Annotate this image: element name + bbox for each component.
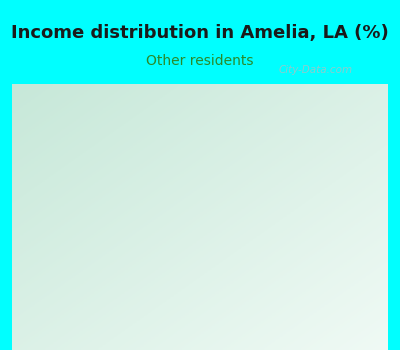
Text: $60k: $60k	[302, 117, 333, 127]
Wedge shape	[99, 220, 200, 298]
Text: $150k: $150k	[340, 246, 378, 256]
Text: City-Data.com: City-Data.com	[279, 65, 353, 75]
Wedge shape	[200, 220, 301, 264]
Bar	[12, 84, 388, 350]
Wedge shape	[175, 220, 291, 321]
Text: $10k: $10k	[263, 341, 294, 350]
Wedge shape	[200, 120, 301, 220]
Text: $40k: $40k	[102, 340, 133, 349]
Wedge shape	[99, 120, 200, 220]
Text: Income distribution in Amelia, LA (%): Income distribution in Amelia, LA (%)	[11, 24, 389, 42]
Text: $75k: $75k	[40, 275, 70, 285]
Text: $50k: $50k	[67, 117, 98, 127]
Wedge shape	[136, 220, 200, 318]
Text: Other residents: Other residents	[146, 54, 254, 68]
Bar	[0, 0, 400, 91]
